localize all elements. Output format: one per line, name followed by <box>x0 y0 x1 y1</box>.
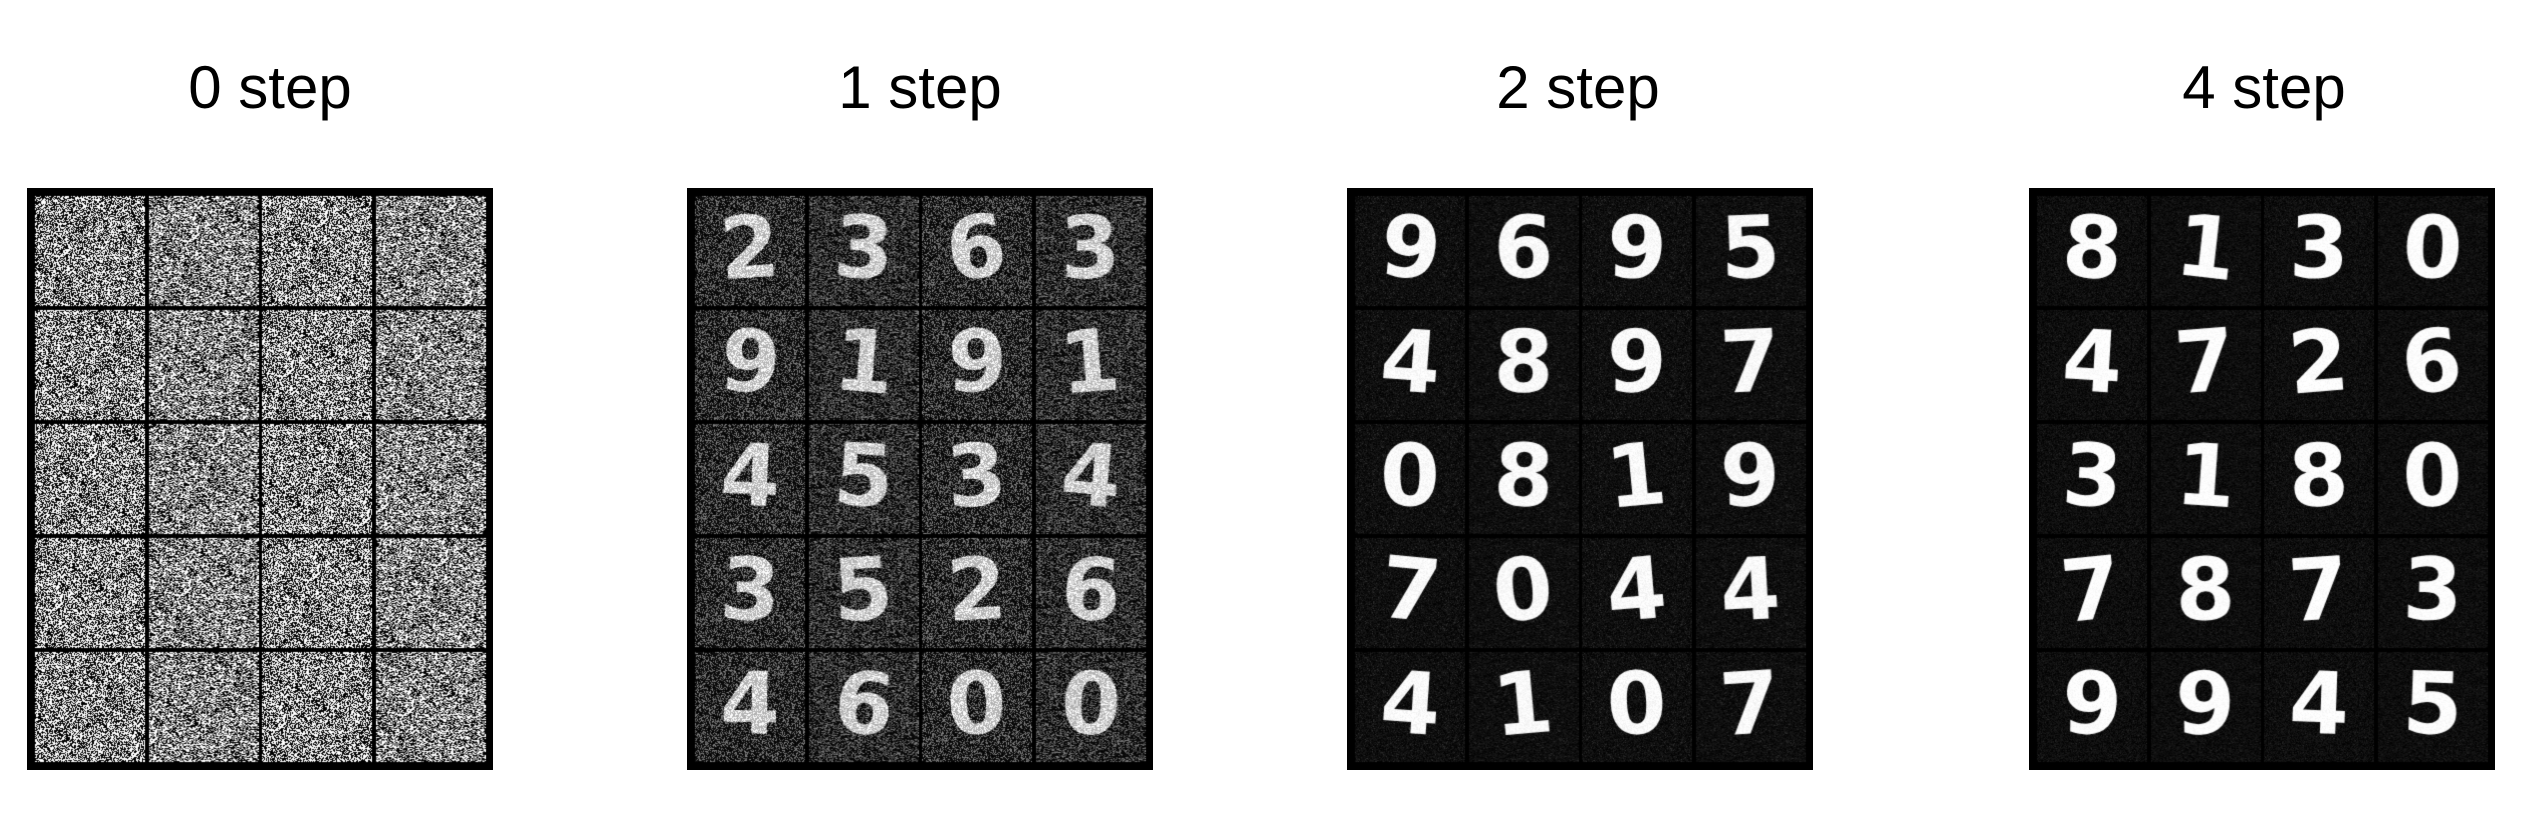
sample-grid-image <box>2029 188 2495 770</box>
sample-grid-canvas <box>2029 188 2495 770</box>
panel-1-step: 1 step <box>660 0 1180 818</box>
sample-grid-canvas <box>1347 188 1813 770</box>
sample-grid-canvas <box>687 188 1153 770</box>
sample-grid-image <box>1347 188 1813 770</box>
panel-title: 1 step <box>660 52 1180 124</box>
panel-0-step: 0 step <box>10 0 530 818</box>
sample-grid-image <box>27 188 493 770</box>
panel-4-step: 4 step <box>2004 0 2524 818</box>
panel-2-step: 2 step <box>1318 0 1838 818</box>
panel-title: 0 step <box>10 52 530 124</box>
sample-grid-canvas <box>27 188 493 770</box>
panel-title: 2 step <box>1318 52 1838 124</box>
sample-grid-image <box>687 188 1153 770</box>
panel-title: 4 step <box>2004 52 2524 124</box>
